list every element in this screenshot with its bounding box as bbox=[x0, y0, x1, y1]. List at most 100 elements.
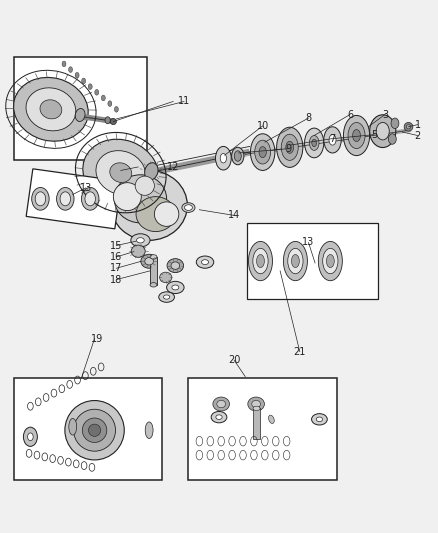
Ellipse shape bbox=[101, 95, 105, 101]
Ellipse shape bbox=[376, 123, 389, 140]
Text: 2: 2 bbox=[414, 131, 421, 141]
Text: 10: 10 bbox=[257, 121, 269, 131]
Ellipse shape bbox=[166, 281, 184, 294]
Text: 6: 6 bbox=[347, 110, 353, 119]
Ellipse shape bbox=[62, 61, 66, 67]
Ellipse shape bbox=[257, 254, 265, 268]
Text: 5: 5 bbox=[371, 130, 377, 140]
Ellipse shape bbox=[28, 433, 33, 441]
Ellipse shape bbox=[353, 130, 360, 142]
Ellipse shape bbox=[309, 135, 319, 150]
Text: 18: 18 bbox=[110, 274, 123, 285]
Ellipse shape bbox=[32, 188, 49, 210]
Ellipse shape bbox=[23, 427, 37, 446]
Ellipse shape bbox=[318, 241, 343, 281]
Circle shape bbox=[113, 183, 141, 211]
Ellipse shape bbox=[14, 77, 88, 141]
Ellipse shape bbox=[281, 134, 298, 160]
Circle shape bbox=[404, 123, 413, 131]
Ellipse shape bbox=[255, 140, 271, 164]
Circle shape bbox=[135, 176, 154, 195]
Ellipse shape bbox=[88, 84, 92, 90]
Bar bbox=[150, 257, 157, 285]
Ellipse shape bbox=[141, 254, 157, 268]
Text: 12: 12 bbox=[167, 162, 179, 172]
Ellipse shape bbox=[253, 248, 268, 274]
Ellipse shape bbox=[304, 128, 324, 158]
Ellipse shape bbox=[182, 203, 195, 212]
Ellipse shape bbox=[145, 422, 153, 439]
Ellipse shape bbox=[69, 67, 73, 72]
Ellipse shape bbox=[277, 127, 303, 167]
Text: 8: 8 bbox=[305, 113, 311, 123]
Ellipse shape bbox=[316, 417, 322, 422]
Ellipse shape bbox=[172, 285, 179, 290]
Ellipse shape bbox=[108, 101, 112, 107]
Ellipse shape bbox=[57, 188, 74, 210]
Ellipse shape bbox=[140, 178, 145, 182]
Ellipse shape bbox=[75, 109, 85, 122]
Ellipse shape bbox=[110, 163, 132, 182]
Ellipse shape bbox=[150, 282, 157, 287]
Text: 14: 14 bbox=[228, 211, 240, 221]
Ellipse shape bbox=[75, 72, 79, 78]
Bar bbox=[14, 57, 147, 159]
Ellipse shape bbox=[184, 205, 192, 211]
Circle shape bbox=[406, 125, 411, 129]
Ellipse shape bbox=[291, 254, 299, 268]
Ellipse shape bbox=[348, 123, 365, 149]
Text: 11: 11 bbox=[178, 96, 190, 107]
Circle shape bbox=[110, 118, 117, 125]
Ellipse shape bbox=[311, 414, 327, 425]
Ellipse shape bbox=[259, 147, 266, 158]
Ellipse shape bbox=[215, 147, 231, 170]
Bar bbox=[26, 169, 121, 229]
Ellipse shape bbox=[370, 115, 396, 148]
Text: 15: 15 bbox=[110, 240, 123, 251]
Ellipse shape bbox=[81, 188, 99, 210]
Ellipse shape bbox=[326, 254, 334, 268]
Ellipse shape bbox=[211, 411, 227, 423]
Ellipse shape bbox=[136, 197, 175, 231]
Ellipse shape bbox=[35, 192, 46, 206]
Text: 3: 3 bbox=[382, 110, 388, 119]
Ellipse shape bbox=[105, 117, 110, 124]
Ellipse shape bbox=[213, 397, 230, 411]
Ellipse shape bbox=[145, 163, 158, 180]
Text: 20: 20 bbox=[228, 356, 240, 365]
Ellipse shape bbox=[111, 171, 187, 240]
Ellipse shape bbox=[286, 141, 293, 154]
Text: 9: 9 bbox=[286, 143, 292, 154]
Bar bbox=[253, 408, 260, 439]
Ellipse shape bbox=[252, 400, 261, 408]
Text: 16: 16 bbox=[110, 252, 123, 262]
Ellipse shape bbox=[201, 260, 208, 264]
Bar bbox=[188, 378, 337, 480]
Ellipse shape bbox=[96, 151, 145, 195]
Ellipse shape bbox=[196, 256, 214, 268]
Ellipse shape bbox=[81, 78, 85, 84]
Ellipse shape bbox=[234, 151, 241, 161]
Ellipse shape bbox=[114, 107, 118, 112]
Ellipse shape bbox=[26, 88, 76, 131]
Ellipse shape bbox=[95, 90, 99, 95]
Ellipse shape bbox=[85, 192, 95, 206]
Text: 1: 1 bbox=[415, 119, 421, 130]
Ellipse shape bbox=[253, 406, 260, 410]
Ellipse shape bbox=[163, 295, 170, 299]
Circle shape bbox=[88, 424, 101, 437]
Text: 17: 17 bbox=[110, 263, 123, 273]
Ellipse shape bbox=[83, 139, 159, 206]
Ellipse shape bbox=[167, 259, 184, 272]
Bar bbox=[247, 223, 378, 299]
Ellipse shape bbox=[69, 418, 77, 435]
Text: 13: 13 bbox=[302, 238, 314, 247]
Ellipse shape bbox=[323, 248, 338, 274]
Text: 13: 13 bbox=[80, 183, 92, 193]
Text: 7: 7 bbox=[329, 134, 336, 143]
Circle shape bbox=[82, 418, 107, 442]
Text: 21: 21 bbox=[293, 346, 306, 357]
Ellipse shape bbox=[343, 116, 370, 156]
Ellipse shape bbox=[216, 415, 222, 419]
Ellipse shape bbox=[283, 241, 307, 281]
